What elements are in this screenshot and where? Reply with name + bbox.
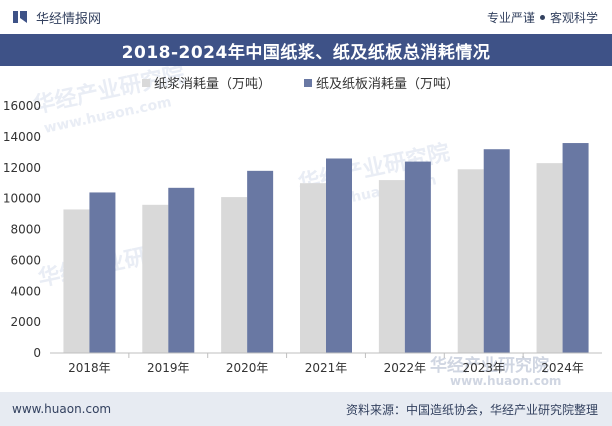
x-tick-label: 2022年	[384, 361, 427, 375]
legend-swatch-pulp	[142, 79, 150, 87]
legend-swatch-board	[304, 79, 312, 87]
x-tick-label: 2024年	[541, 361, 584, 375]
x-axis: 2018年 2019年 2020年 2021年 2022年 2023年 2024年	[68, 353, 584, 375]
y-axis: 0 2000 4000 6000 8000 10000 12000 14000 16000	[3, 99, 41, 360]
brand: 华经情报网	[12, 8, 101, 27]
y-tick-label: 2000	[10, 315, 41, 329]
chart-title: 2018-2024年中国纸浆、纸及纸板总消耗情况	[121, 42, 491, 63]
bar-board	[326, 158, 352, 353]
legend: 纸浆消耗量（万吨） 纸及纸板消耗量（万吨）	[142, 77, 459, 92]
bar-board	[404, 161, 431, 353]
bar-board	[483, 149, 510, 353]
y-tick-label: 10000	[3, 192, 41, 206]
y-tick-label: 6000	[10, 253, 41, 267]
bar-pulp	[63, 209, 90, 353]
bar-board	[247, 170, 274, 353]
bar-pulp	[378, 180, 405, 353]
watermark-text: 华经产业研究院	[430, 355, 549, 376]
bar-pulp	[300, 183, 326, 353]
dot-separator-icon	[539, 14, 545, 20]
bar-board	[562, 143, 589, 353]
y-tick-label: 4000	[10, 284, 41, 298]
brand-name: 华经情报网	[36, 11, 102, 27]
bar-pulp	[457, 169, 484, 353]
brand-logo-icon	[13, 11, 27, 23]
footer-website: www.huaon.com	[12, 402, 112, 416]
slogan-right: 客观科学	[549, 10, 598, 25]
legend-label-board: 纸及纸板消耗量（万吨）	[316, 77, 459, 92]
watermark-url: www.huaon.com	[450, 374, 561, 388]
top-bar: 华经情报网 专业严谨 客观科学	[0, 0, 612, 34]
x-tick-label: 2023年	[462, 361, 505, 375]
bar-pulp	[142, 204, 169, 353]
bar-pulp	[221, 197, 248, 353]
bar-chart: 华经产业研究院 www.huaon.com 华经产业研究院 www.huaon.…	[3, 66, 602, 388]
y-tick-label: 12000	[3, 161, 41, 175]
y-tick-label: 14000	[3, 130, 41, 144]
footer: www.huaon.com 资料来源：中国造纸协会，华经产业研究院整理	[0, 392, 612, 426]
x-tick-label: 2021年	[305, 361, 348, 375]
bar-board	[168, 187, 195, 353]
chart-title-band: 2018-2024年中国纸浆、纸及纸板总消耗情况	[0, 34, 612, 66]
slogan: 专业严谨 客观科学	[487, 9, 598, 26]
x-tick-label: 2019年	[147, 361, 190, 375]
bar-pulp	[536, 163, 563, 353]
y-tick-label: 16000	[3, 99, 41, 113]
bar-board	[89, 192, 116, 353]
x-tick-label: 2020年	[226, 361, 269, 375]
bars	[63, 143, 589, 353]
y-tick-label: 8000	[10, 223, 41, 237]
slogan-left: 专业严谨	[486, 10, 535, 25]
footer-source: 资料来源：中国造纸协会，华经产业研究院整理	[345, 402, 598, 417]
y-tick-label: 0	[33, 346, 41, 360]
legend-label-pulp: 纸浆消耗量（万吨）	[154, 77, 271, 92]
x-tick-label: 2018年	[68, 361, 111, 375]
